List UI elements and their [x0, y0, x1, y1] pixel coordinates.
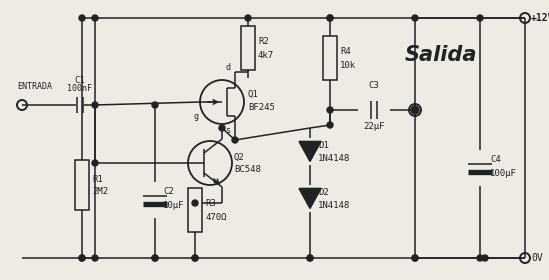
- Circle shape: [327, 122, 333, 128]
- Text: BF245: BF245: [248, 102, 275, 111]
- Text: 470Ω: 470Ω: [205, 213, 227, 221]
- Circle shape: [327, 15, 333, 21]
- Circle shape: [477, 15, 483, 21]
- Text: C4: C4: [490, 155, 501, 165]
- Text: BC548: BC548: [234, 165, 261, 174]
- Text: 22μF: 22μF: [363, 122, 385, 131]
- Circle shape: [152, 102, 158, 108]
- Circle shape: [192, 255, 198, 261]
- Bar: [241, 26, 255, 70]
- Polygon shape: [299, 141, 321, 162]
- Circle shape: [327, 15, 333, 21]
- Text: 1N4148: 1N4148: [318, 201, 350, 210]
- Circle shape: [192, 200, 198, 206]
- Circle shape: [192, 255, 198, 261]
- Text: R2: R2: [258, 38, 269, 46]
- Text: d: d: [225, 63, 230, 72]
- Circle shape: [327, 107, 333, 113]
- Text: Q2: Q2: [234, 153, 245, 162]
- Circle shape: [92, 160, 98, 166]
- Circle shape: [412, 255, 418, 261]
- Circle shape: [412, 255, 418, 261]
- Text: R3: R3: [205, 199, 216, 209]
- Text: 100nF: 100nF: [68, 84, 92, 93]
- Text: 100μF: 100μF: [490, 169, 517, 179]
- Text: C3: C3: [368, 81, 379, 90]
- Circle shape: [482, 255, 488, 261]
- Circle shape: [92, 255, 98, 261]
- Circle shape: [79, 255, 85, 261]
- Circle shape: [152, 255, 158, 261]
- Text: 1N4148: 1N4148: [318, 154, 350, 163]
- Circle shape: [411, 106, 419, 114]
- Text: s: s: [225, 126, 230, 135]
- Text: 2M2: 2M2: [92, 188, 108, 197]
- Text: ENTRADA: ENTRADA: [17, 82, 52, 91]
- Bar: [75, 160, 89, 210]
- Bar: [188, 188, 202, 232]
- Circle shape: [92, 15, 98, 21]
- Text: 4k7: 4k7: [258, 50, 274, 60]
- Text: 10μF: 10μF: [163, 202, 184, 211]
- Text: +12V: +12V: [531, 13, 549, 23]
- Text: R4: R4: [340, 48, 351, 57]
- Text: D1: D1: [318, 141, 329, 150]
- Text: C1: C1: [75, 76, 86, 85]
- Circle shape: [245, 15, 251, 21]
- Circle shape: [219, 125, 225, 131]
- Text: 10k: 10k: [340, 60, 356, 69]
- Text: R1: R1: [92, 174, 103, 183]
- Circle shape: [79, 15, 85, 21]
- Circle shape: [412, 15, 418, 21]
- Circle shape: [477, 255, 483, 261]
- Circle shape: [307, 255, 313, 261]
- Text: Salida: Salida: [405, 45, 478, 65]
- Circle shape: [152, 255, 158, 261]
- Text: 0V: 0V: [531, 253, 543, 263]
- Text: C2: C2: [163, 188, 173, 197]
- Polygon shape: [299, 188, 321, 209]
- Bar: [323, 36, 337, 80]
- Circle shape: [307, 255, 313, 261]
- Text: Q1: Q1: [248, 90, 259, 99]
- Text: D2: D2: [318, 188, 329, 197]
- Circle shape: [79, 255, 85, 261]
- Text: g: g: [193, 112, 198, 121]
- Circle shape: [232, 137, 238, 143]
- Circle shape: [92, 102, 98, 108]
